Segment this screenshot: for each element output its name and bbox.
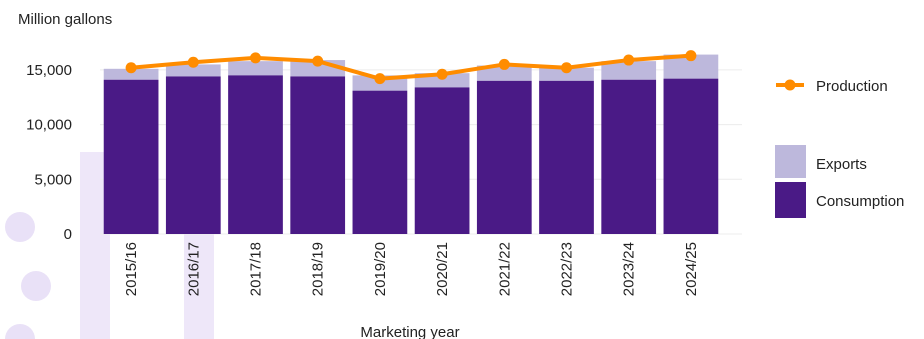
decor-dot-1	[5, 212, 35, 242]
x-tick-label: 2017/18	[248, 242, 265, 296]
x-tick-label: 2020/21	[434, 242, 451, 296]
bar-exports	[476, 65, 532, 81]
bar-consumption	[103, 79, 159, 234]
x-axis-title: Marketing year	[360, 324, 459, 339]
legend-consumption-label: Consumption	[816, 193, 904, 210]
legend-exports-swatch	[775, 145, 806, 178]
x-tick-label: 2023/24	[621, 242, 638, 296]
y-tick-label: 0	[64, 226, 72, 243]
production-line	[125, 50, 697, 85]
production-point	[623, 54, 635, 66]
x-tick-label: 2019/20	[372, 242, 389, 296]
bar-exports	[165, 64, 221, 77]
bar-consumption	[601, 79, 657, 234]
y-tick-label: 15,000	[26, 62, 72, 79]
production-point	[498, 58, 510, 70]
production-point	[125, 62, 137, 74]
production-line-path	[130, 53, 692, 81]
y-tick-label: 10,000	[26, 117, 72, 134]
legend-production-label: Production	[816, 78, 888, 95]
decor-dot-2	[21, 271, 51, 301]
production-point	[250, 52, 261, 64]
bar-consumption	[228, 75, 283, 235]
production-point	[187, 56, 199, 68]
x-tick-label: 2018/19	[310, 242, 327, 296]
bars	[103, 54, 719, 235]
x-tick-label: 2016/17	[185, 242, 202, 296]
bar-exports	[601, 61, 657, 80]
production-point	[436, 68, 448, 80]
x-tick-label: 2015/16	[123, 242, 140, 296]
production-point	[312, 55, 324, 67]
decor-dot-3	[5, 324, 35, 339]
x-tick-label: 2024/25	[683, 242, 700, 296]
y-tick-label: 5,000	[34, 171, 72, 188]
x-tick-label: 2021/22	[496, 242, 513, 296]
bar-exports	[228, 61, 283, 76]
production-point	[561, 62, 572, 74]
x-axis-ticks: 2015/16 2016/17 2017/18 2018/19 2019/20 2020/…	[123, 242, 700, 296]
legend-exports-label: Exports	[816, 156, 867, 173]
legend-consumption-swatch	[775, 182, 806, 218]
legend-production-marker	[784, 79, 796, 91]
production-point	[374, 73, 386, 85]
bar-consumption	[165, 76, 221, 235]
y-axis-title: Million gallons	[18, 11, 112, 28]
bar-exports	[539, 67, 594, 81]
bar-consumption	[663, 78, 719, 234]
legend: Production Exports Consumption	[775, 78, 904, 218]
production-point	[685, 50, 697, 62]
bar-consumption	[352, 90, 408, 234]
bar-exports	[103, 68, 159, 80]
bar-consumption	[290, 76, 346, 235]
bar-consumption	[476, 80, 532, 234]
x-tick-label: 2022/23	[559, 242, 576, 296]
bar-consumption	[539, 80, 594, 234]
bar-consumption	[414, 87, 470, 235]
y-axis-ticks: 0 5,000 10,000 15,000	[26, 62, 72, 243]
